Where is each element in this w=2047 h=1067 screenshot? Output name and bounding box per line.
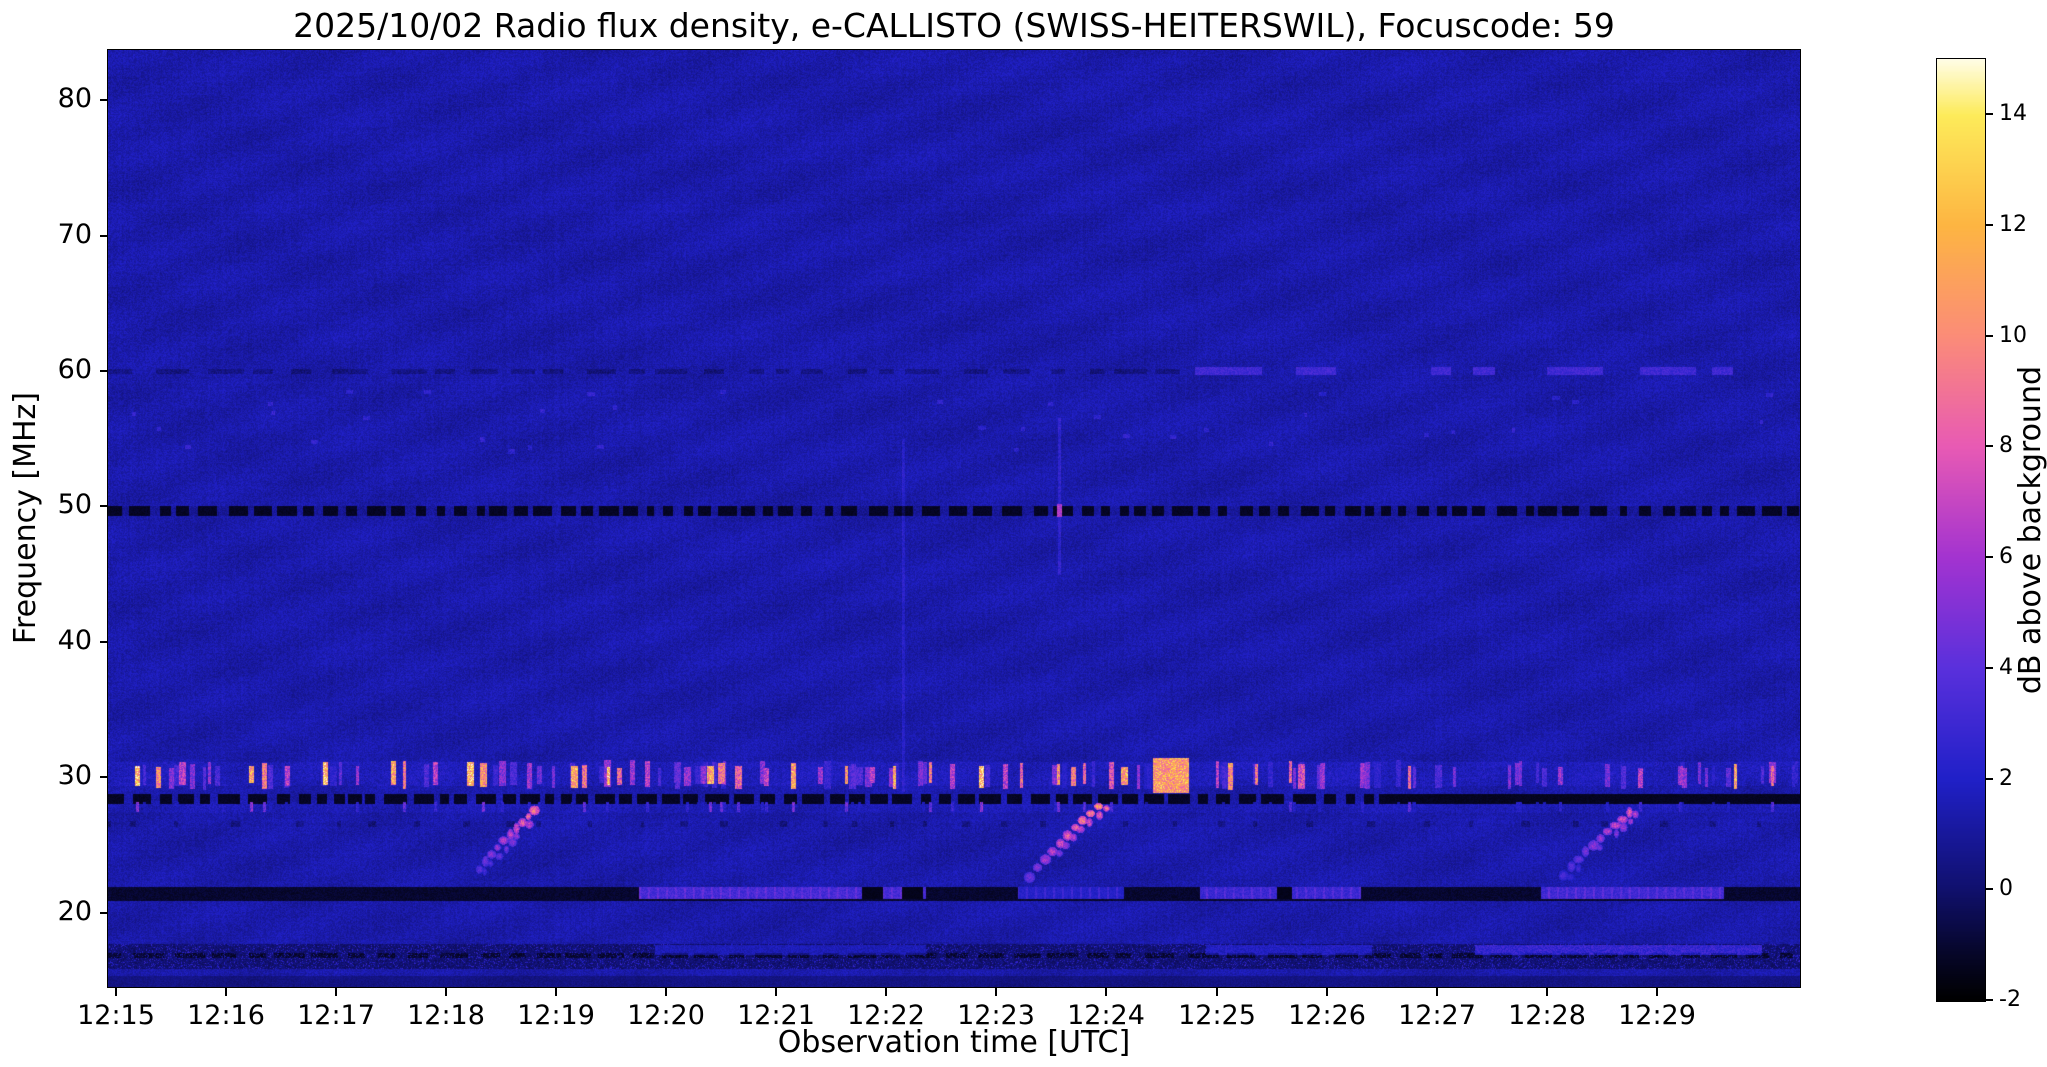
y-tick-label: 70 [57,219,92,250]
x-tick-mark [665,988,667,996]
x-tick-mark [555,988,557,996]
x-tick-mark [1546,988,1548,996]
y-tick-label: 50 [57,489,92,520]
x-tick-mark [1105,988,1107,996]
colorbar-tick-mark [1985,888,1993,890]
x-tick-mark [775,988,777,996]
colorbar-axis: 14 12 10 8 6 4 2 0 -2 [1985,59,2047,1012]
colorbar-tick-mark [1985,667,1993,669]
x-tick-mark [115,988,117,996]
colorbar-tick-label: -2 [1999,987,2021,1012]
y-axis: 80 70 60 50 40 30 20 [0,50,108,987]
colorbar-tick-label: 10 [1999,323,2027,348]
x-tick-label: 12:20 [627,1000,705,1031]
x-tick-label: 12:18 [407,1000,485,1031]
x-tick-mark [885,988,887,996]
colorbar-tick-mark [1985,445,1993,447]
x-tick-mark [1216,988,1218,996]
colorbar-tick-label: 2 [1999,766,2013,791]
colorbar-canvas [1937,59,1985,1001]
colorbar-tick-label: 6 [1999,544,2013,569]
x-tick-label: 12:27 [1398,1000,1476,1031]
x-tick-label: 12:28 [1508,1000,1586,1031]
y-tick-label: 60 [57,354,92,385]
x-tick-label: 12:29 [1618,1000,1696,1031]
x-tick-label: 12:15 [77,1000,155,1031]
x-tick-mark [445,988,447,996]
x-tick-label: 12:17 [297,1000,375,1031]
colorbar-tick-mark [1985,999,1993,1001]
y-tick-mark [100,235,108,237]
x-tick-mark [335,988,337,996]
y-tick-mark [100,370,108,372]
y-tick-mark [100,912,108,914]
colorbar-tick-label: 8 [1999,433,2013,458]
x-tick-label: 12:21 [737,1000,815,1031]
y-tick-mark [100,776,108,778]
colorbar-tick-label: 4 [1999,655,2013,680]
colorbar-tick-label: 14 [1999,101,2027,126]
x-tick-label: 12:16 [187,1000,265,1031]
colorbar-tick-label: 0 [1999,876,2013,901]
spectrogram-plot [107,49,1801,988]
x-tick-mark [1326,988,1328,996]
y-tick-label: 20 [57,896,92,927]
x-tick-label: 12:25 [1178,1000,1256,1031]
colorbar-label: dB above background [2012,59,2047,1001]
colorbar-tick-mark [1985,778,1993,780]
y-tick-mark [100,99,108,101]
x-tick-mark [1436,988,1438,996]
colorbar-tick-mark [1985,224,1993,226]
colorbar [1936,58,1986,1002]
x-axis: 12:15 12:16 12:17 12:18 12:19 12:20 12:21 12:22… [77,987,1800,1037]
y-tick-mark [100,505,108,507]
colorbar-label-text: dB above background [2012,365,2047,695]
colorbar-tick-label: 12 [1999,212,2027,237]
x-tick-label: 12:23 [957,1000,1035,1031]
y-tick-mark [100,641,108,643]
x-tick-mark [1656,988,1658,996]
colorbar-tick-mark [1985,113,1993,115]
x-axis-label: Observation time [UTC] [777,1025,1131,1060]
y-tick-label: 80 [57,83,92,114]
x-tick-mark [995,988,997,996]
x-tick-label: 12:22 [847,1000,925,1031]
x-tick-mark [225,988,227,996]
colorbar-tick-mark [1985,556,1993,558]
x-tick-label: 12:26 [1288,1000,1366,1031]
spectrogram-canvas [108,50,1800,987]
colorbar-tick-mark [1985,335,1993,337]
y-tick-label: 30 [57,760,92,791]
x-tick-label: 12:19 [517,1000,595,1031]
plot-title: 2025/10/02 Radio flux density, e-CALLIST… [293,6,1615,45]
x-tick-label: 12:24 [1067,1000,1145,1031]
y-tick-label: 40 [57,625,92,656]
